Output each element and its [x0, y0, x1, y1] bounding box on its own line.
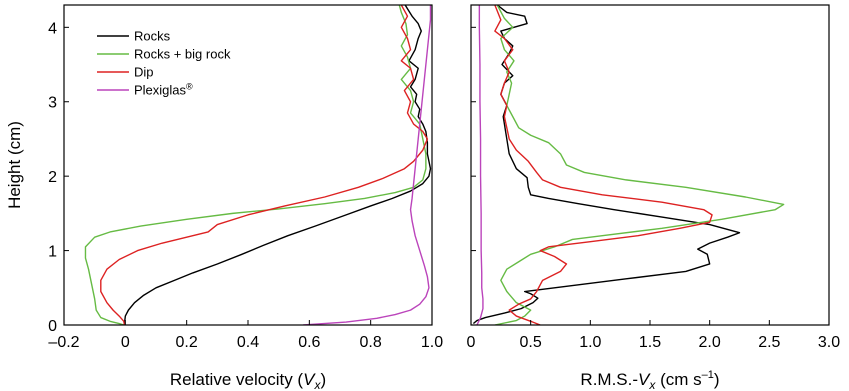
left-x-axis-title: Relative velocity (Vx) — [170, 370, 326, 391]
legend-label-rocks-big-rock: Rocks + big rock — [134, 47, 231, 62]
legend-label-dip: Dip — [134, 65, 154, 80]
left-series-line-rocks-big-rock — [84, 5, 427, 325]
right-x-tick-label: 0 — [467, 334, 476, 351]
right-series-line-plexiglas — [476, 5, 484, 325]
left-x-tick-label: 0.2 — [176, 334, 198, 351]
right-x-axis-title: R.M.S.-Vx (cm s–1) — [580, 369, 719, 391]
right-y-ticks — [471, 26, 476, 326]
left-x-ticks: –0.2 0 0.2 0.4 0.6 0.8 1.0 — [48, 320, 443, 351]
right-x-tick-label: 0.5 — [520, 334, 542, 351]
left-series-line-rocks — [123, 5, 432, 325]
legend: Rocks Rocks + big rock Dip Plexiglas® — [97, 29, 231, 98]
left-y-tick-label: 4 — [48, 20, 57, 37]
left-y-tick-label: 1 — [48, 244, 57, 261]
right-x-tick-label: 1.5 — [639, 334, 661, 351]
left-y-tick-label: 0 — [48, 318, 57, 335]
right-plot-frame — [470, 4, 830, 326]
left-x-tick-label: 0 — [121, 334, 130, 351]
right-x-ticks: 0 0.5 1.0 1.5 2.0 2.5 3.0 — [467, 320, 840, 351]
right-series-line-rocks-big-rock — [494, 5, 785, 325]
right-x-tick-label: 3.0 — [818, 334, 840, 351]
right-x-tick-label: 1.0 — [579, 334, 601, 351]
left-y-tick-label: 3 — [48, 95, 57, 112]
left-x-tick-label: 1.0 — [421, 334, 443, 351]
left-series-group — [84, 5, 432, 325]
right-x-tick-label: 2.5 — [758, 334, 780, 351]
y-axis-title: Height (cm) — [5, 121, 24, 209]
right-series-line-dip — [494, 5, 713, 325]
right-series-group — [472, 5, 785, 325]
left-plot-frame — [63, 4, 433, 326]
left-x-tick-label: 0.8 — [360, 334, 382, 351]
right-series-line-rocks — [472, 5, 741, 325]
left-x-tick-label: –0.2 — [48, 334, 79, 351]
right-panel: 0 0.5 1.0 1.5 2.0 2.5 3.0 R.M.S.-Vx (cm s–1) — [467, 4, 840, 391]
left-series-line-dip — [100, 5, 429, 325]
left-x-tick-label: 0.4 — [237, 334, 259, 351]
left-y-ticks: 0 1 2 3 4 — [48, 20, 69, 335]
left-series-line-plexiglas — [303, 5, 432, 325]
legend-label-plexiglas: Plexiglas® — [134, 82, 193, 98]
left-y-tick-label: 2 — [48, 169, 57, 186]
legend-label-rocks: Rocks — [134, 29, 171, 44]
left-x-tick-label: 0.6 — [298, 334, 320, 351]
right-x-tick-label: 2.0 — [699, 334, 721, 351]
